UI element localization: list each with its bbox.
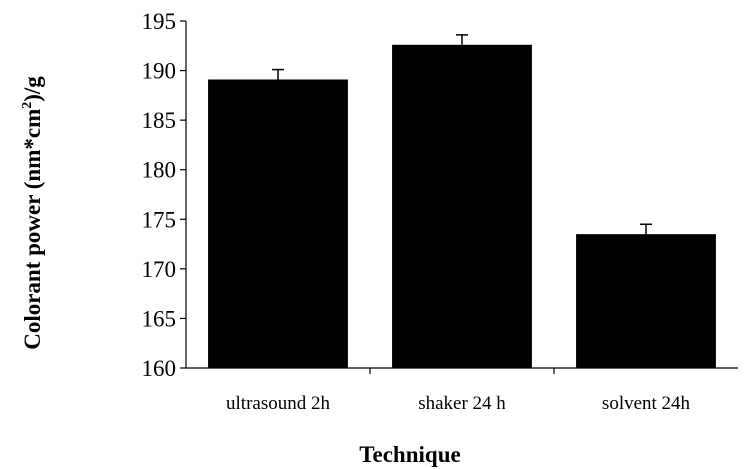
x-category-label: ultrasound 2h <box>226 393 330 414</box>
y-axis: 160 165 170 175 180 185 190 195 <box>142 9 187 381</box>
y-tick-label: 180 <box>142 158 177 183</box>
y-axis-title-superscript: 2 <box>20 102 35 109</box>
x-category-label: shaker 24 h <box>418 393 506 414</box>
y-tick-label: 165 <box>142 306 177 331</box>
y-tick-label: 185 <box>142 108 177 133</box>
y-tick-label: 160 <box>142 356 177 381</box>
x-axis-title: Technique <box>359 442 460 467</box>
bar <box>576 234 716 368</box>
x-axis: ultrasound 2h shaker 24 h solvent 24h <box>186 367 738 414</box>
y-tick-label: 190 <box>142 59 177 84</box>
y-tick-label: 170 <box>142 257 177 282</box>
y-tick-label: 195 <box>142 9 177 34</box>
y-axis-title: Colorant power (nm*cm2)/g <box>20 76 45 350</box>
y-axis-title-part2: )/g <box>20 76 45 102</box>
x-category-label: solvent 24h <box>602 393 691 414</box>
bars <box>208 34 716 369</box>
bar <box>208 79 348 368</box>
y-axis-title-part1: Colorant power (nm*cm <box>20 109 45 350</box>
bar <box>392 44 532 369</box>
y-tick-label: 175 <box>142 207 177 232</box>
